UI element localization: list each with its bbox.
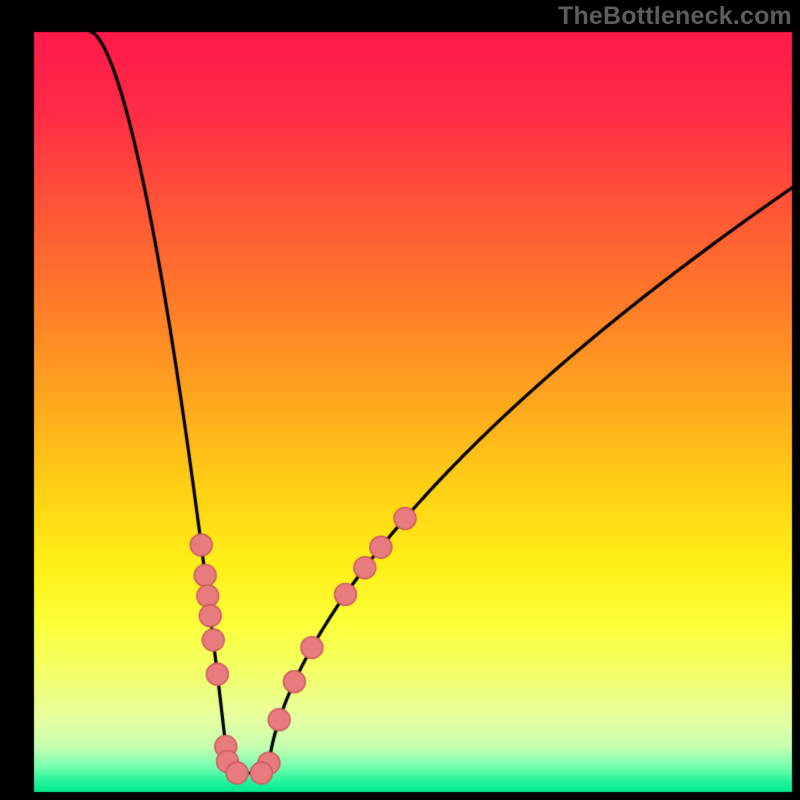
- bottleneck-curve-chart: [0, 0, 800, 800]
- watermark-text: TheBottleneck.com: [558, 2, 792, 31]
- chart-stage: TheBottleneck.com: [0, 0, 800, 800]
